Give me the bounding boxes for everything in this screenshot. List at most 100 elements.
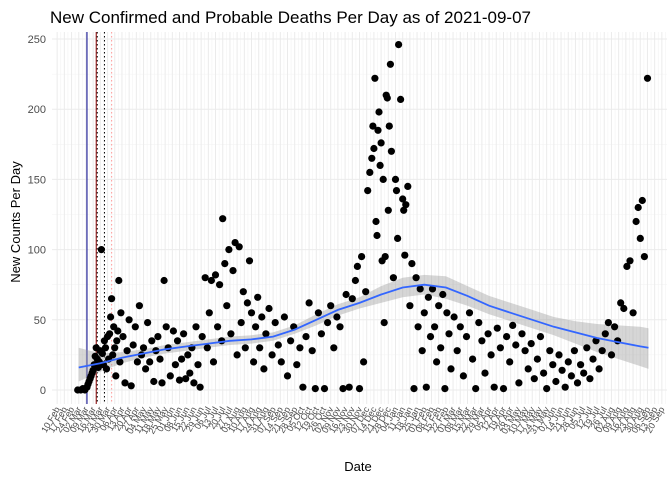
x-axis-title: Date [344,459,371,474]
data-point [567,372,576,380]
data-point [339,385,347,393]
data-point [115,276,123,285]
data-point [481,369,489,377]
data-point [351,276,359,285]
smooth-confidence-band [78,274,649,382]
data-point [589,355,597,363]
data-point [333,313,341,321]
data-point [125,316,133,324]
data-point [372,217,380,226]
data-point [101,344,110,352]
data-point [366,168,374,176]
reference-lines [86,32,113,404]
data-point [369,122,377,130]
data-point [540,369,548,377]
data-point [196,383,204,391]
data-point [150,377,158,386]
data-point [512,341,520,349]
data-point [399,195,407,203]
data-point [158,379,166,387]
data-point [431,323,439,331]
data-point [456,323,464,331]
y-axis-title: New Counts Per Day [8,161,23,283]
data-point [536,333,545,341]
data-point [515,379,523,387]
data-point [144,319,152,327]
data-point [629,309,637,317]
data-point [305,299,313,307]
data-point [533,355,542,363]
data-point [433,358,441,366]
data-point [414,323,422,331]
data-point [106,330,114,338]
data-point [636,234,644,242]
data-point [518,330,526,338]
data-point [410,385,418,393]
data-point [392,187,401,195]
data-point [634,203,642,212]
plot-panel: 0 50 100 150 200 250 [28,32,667,404]
data-point [445,330,453,338]
data-point [424,293,432,301]
data-point [437,344,445,352]
data-point [280,313,288,321]
data-point [402,201,410,209]
data-point [114,327,122,335]
data-point [386,60,394,68]
data-point [496,344,504,352]
y-tick-label: 50 [34,315,46,327]
data-point [182,375,190,383]
data-point [643,74,652,82]
data-point [604,319,613,327]
data-point [287,337,295,345]
data-point [274,341,282,349]
data-point [225,246,233,254]
data-point [233,351,241,359]
data-point [235,243,243,251]
data-point [546,347,554,355]
data-point [209,358,218,366]
data-point [113,337,121,345]
data-point [342,290,350,299]
data-point [330,344,338,352]
data-point [314,309,322,317]
data-point [561,383,569,391]
data-point [360,358,368,366]
data-point [527,340,535,348]
y-tick-label: 200 [28,104,46,116]
data-point [293,361,301,369]
data-point [626,257,634,265]
data-point [521,347,529,355]
data-point [117,309,125,317]
data-point [506,358,514,366]
data-point [611,323,619,331]
data-point [324,319,332,327]
y-tick-label: 250 [28,34,46,46]
data-point [353,262,361,270]
data-point [487,351,495,359]
data-point [184,351,192,359]
data-point [443,309,451,317]
data-point [450,313,458,321]
data-point [406,302,414,310]
data-point [364,187,372,195]
data-point [374,126,382,134]
data-point [207,276,215,285]
data-point [404,182,412,190]
data-point [435,302,443,310]
data-point [265,304,273,313]
data-point [180,330,188,338]
data-point [162,323,170,331]
data-point [243,299,251,307]
data-point [237,319,245,327]
data-point [375,108,383,116]
data-point [186,369,194,377]
data-point [154,333,162,341]
data-point [348,295,356,303]
data-point [370,144,378,153]
y-axis-ticks: 0 50 100 150 200 250 [28,34,46,397]
data-point [379,175,387,183]
data-point [192,323,200,331]
data-point [256,344,264,352]
